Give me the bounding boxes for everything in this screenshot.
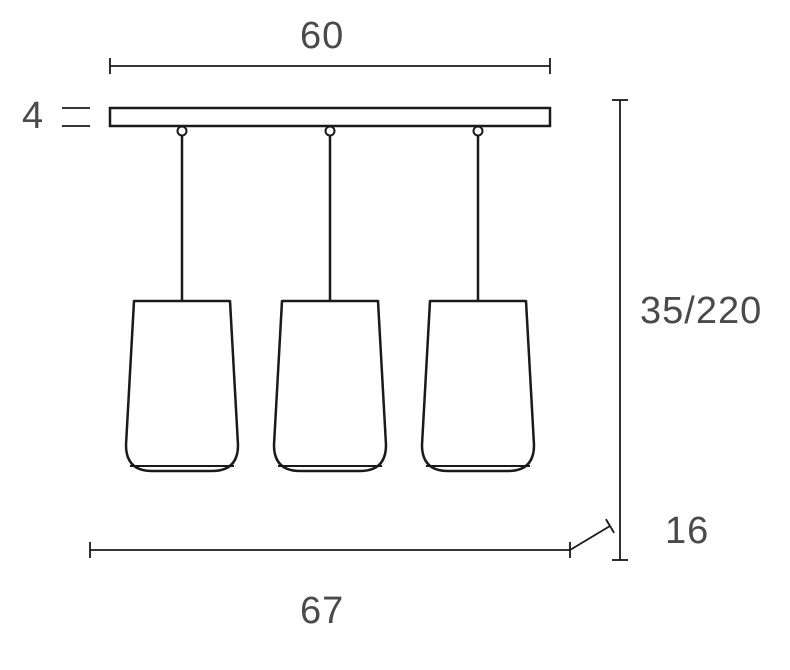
dim-total-width: 67 [300, 590, 344, 633]
technical-drawing [0, 0, 790, 670]
dim-height-range: 35/220 [640, 290, 762, 333]
dim-bar-width: 60 [300, 15, 344, 58]
dim-depth: 16 [665, 510, 709, 553]
dim-bar-height: 4 [22, 95, 44, 138]
